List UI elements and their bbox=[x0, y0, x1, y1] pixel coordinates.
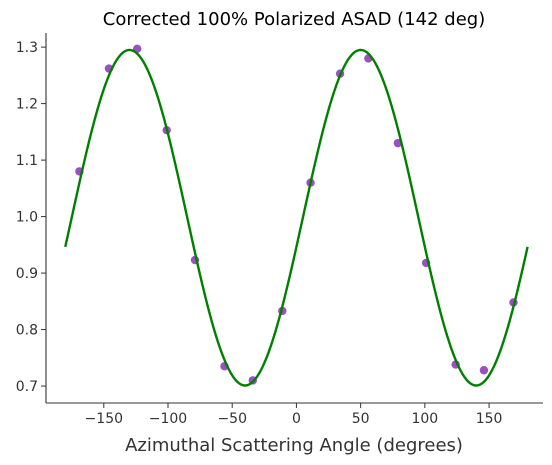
x-tick-label: 150 bbox=[476, 411, 503, 427]
y-tick-label: 0.8 bbox=[16, 323, 38, 339]
x-tick-label: 0 bbox=[292, 411, 301, 427]
y-tick-label: 1.2 bbox=[16, 97, 38, 113]
x-tick-label: 50 bbox=[352, 411, 370, 427]
x-tick-label: −150 bbox=[85, 411, 123, 427]
y-tick-label: 0.9 bbox=[16, 266, 38, 282]
x-ticks: −150 −100 −50 0 50 100 150 bbox=[85, 403, 503, 427]
y-tick-label: 1.3 bbox=[16, 40, 38, 56]
x-tick-label: 100 bbox=[411, 411, 438, 427]
x-tick-label: −100 bbox=[149, 411, 187, 427]
y-ticks: 0.7 0.8 0.9 1.0 1.1 1.2 1.3 bbox=[16, 40, 46, 395]
x-tick-label: −50 bbox=[217, 411, 247, 427]
plot-area bbox=[64, 44, 529, 387]
data-point bbox=[479, 366, 489, 375]
x-axis-label: Azimuthal Scattering Angle (degrees) bbox=[125, 435, 463, 456]
y-tick-label: 1.0 bbox=[16, 210, 38, 226]
y-tick-label: 0.7 bbox=[16, 379, 38, 395]
y-tick-label: 1.1 bbox=[16, 153, 38, 169]
fit-curve bbox=[64, 48, 529, 387]
chart-title: Corrected 100% Polarized ASAD (142 deg) bbox=[103, 9, 485, 30]
